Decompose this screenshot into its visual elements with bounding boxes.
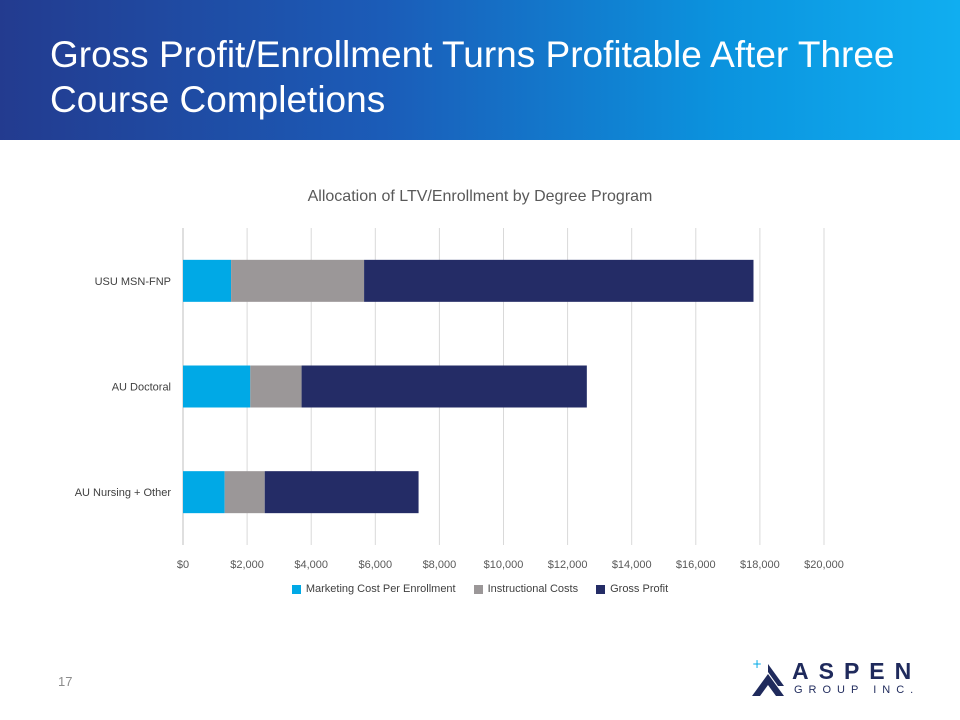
page-number: 17 [58, 674, 72, 689]
x-tick-label: $20,000 [804, 559, 844, 571]
category-label: AU Doctoral [112, 382, 171, 394]
legend-swatch-instructional [474, 585, 483, 594]
logo-subtitle: GROUP INC. [794, 684, 919, 696]
bar-segment [183, 366, 250, 408]
category-label: AU Nursing + Other [75, 487, 172, 499]
x-tick-label: $0 [177, 559, 189, 571]
bar-segment [183, 471, 225, 513]
legend-label-gross-profit: Gross Profit [610, 583, 668, 595]
x-tick-label: $14,000 [612, 559, 652, 571]
legend-label-marketing: Marketing Cost Per Enrollment [306, 583, 456, 595]
aspen-mountain-icon: + [748, 656, 788, 700]
stacked-bar-chart: $0 $2,000 $4,000 $6,000 $8,000 $10,000 $12,000… [0, 0, 960, 720]
legend-item-gross-profit: Gross Profit [596, 583, 668, 595]
legend-label-instructional: Instructional Costs [488, 583, 578, 595]
x-tick-label: $8,000 [423, 559, 457, 571]
aspen-logo: + ASPEN GROUP INC. [748, 656, 928, 700]
legend-item-instructional: Instructional Costs [474, 583, 578, 595]
category-label: USU MSN-FNP [95, 276, 171, 288]
legend-swatch-marketing [292, 585, 301, 594]
bar-segment [183, 260, 231, 302]
svg-text:+: + [752, 657, 762, 671]
bar-segment [231, 260, 364, 302]
legend-item-marketing: Marketing Cost Per Enrollment [292, 583, 456, 595]
bar-segment [250, 366, 301, 408]
logo-wordmark: ASPEN [792, 658, 921, 685]
x-tick-label: $6,000 [358, 559, 392, 571]
chart-legend: Marketing Cost Per Enrollment Instructio… [0, 583, 960, 595]
x-tick-label: $18,000 [740, 559, 780, 571]
bar-segment [302, 366, 587, 408]
x-tick-label: $2,000 [230, 559, 264, 571]
legend-swatch-gross-profit [596, 585, 605, 594]
bar-segment [364, 260, 753, 302]
x-tick-label: $4,000 [294, 559, 328, 571]
bar-segment [225, 471, 265, 513]
x-tick-label: $16,000 [676, 559, 716, 571]
x-tick-label: $12,000 [548, 559, 588, 571]
bar-segment [265, 471, 419, 513]
x-tick-label: $10,000 [484, 559, 524, 571]
